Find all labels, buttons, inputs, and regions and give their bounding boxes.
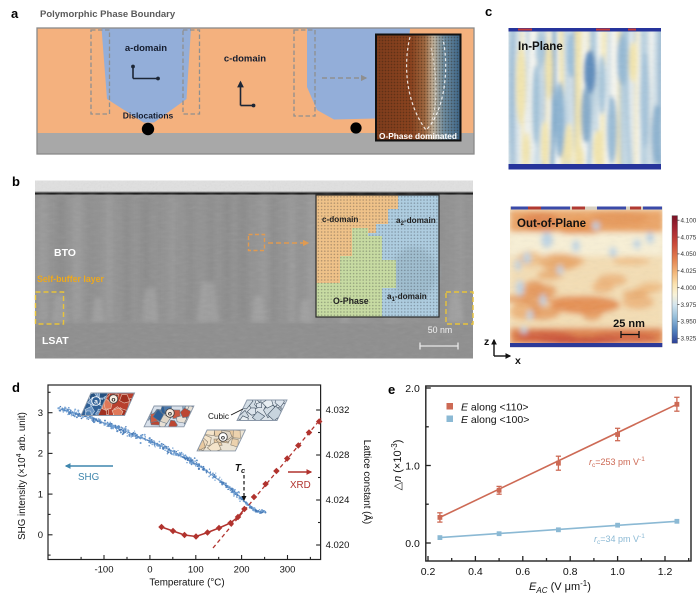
svg-text:1.0: 1.0 xyxy=(405,460,420,472)
svg-text:3.975: 3.975 xyxy=(681,302,697,309)
svg-text:a: a xyxy=(11,6,19,21)
svg-text:50 nm: 50 nm xyxy=(428,325,452,335)
svg-text:0.0: 0.0 xyxy=(405,538,420,550)
svg-text:o: o xyxy=(221,435,225,442)
svg-text:Temperature (°C): Temperature (°C) xyxy=(149,578,224,589)
svg-text:E along <100>: E along <100> xyxy=(461,414,529,426)
svg-text:0.2: 0.2 xyxy=(421,566,436,578)
svg-text:0.4: 0.4 xyxy=(468,566,483,578)
svg-text:2.0: 2.0 xyxy=(405,383,420,395)
svg-text:Lattice constant (Å): Lattice constant (Å) xyxy=(361,440,372,524)
svg-text:BTO: BTO xyxy=(54,247,76,259)
svg-text:Tc: Tc xyxy=(235,463,246,475)
svg-text:a-domain: a-domain xyxy=(125,43,167,54)
svg-text:4.024: 4.024 xyxy=(326,495,350,506)
svg-text:1.2: 1.2 xyxy=(658,566,673,578)
svg-text:3.925: 3.925 xyxy=(681,336,697,343)
svg-text:△n (×10-3): △n (×10-3) xyxy=(390,440,404,491)
svg-text:In-Plane: In-Plane xyxy=(518,41,563,53)
svg-text:E along <110>: E along <110> xyxy=(461,402,529,414)
svg-text:1.0: 1.0 xyxy=(610,566,625,578)
svg-text:o: o xyxy=(111,397,115,404)
svg-text:-100: -100 xyxy=(94,565,113,576)
svg-text:100: 100 xyxy=(188,565,204,576)
svg-text:25 nm: 25 nm xyxy=(613,318,645,330)
svg-text:0.6: 0.6 xyxy=(515,566,530,578)
svg-text:c-domain: c-domain xyxy=(322,215,358,224)
svg-text:a: a xyxy=(94,399,98,406)
svg-text:b: b xyxy=(12,174,20,189)
svg-text:0.8: 0.8 xyxy=(563,566,578,578)
svg-text:4.075: 4.075 xyxy=(681,234,697,241)
svg-text:e: e xyxy=(388,382,395,397)
svg-text:0: 0 xyxy=(147,565,152,576)
svg-text:3.950: 3.950 xyxy=(681,319,697,326)
svg-text:Out-of-Plane: Out-of-Plane xyxy=(517,218,586,230)
svg-text:4.000: 4.000 xyxy=(681,285,697,292)
svg-text:300: 300 xyxy=(280,565,296,576)
svg-text:SHG: SHG xyxy=(78,472,99,483)
svg-text:XRD: XRD xyxy=(290,480,311,491)
svg-text:d: d xyxy=(12,380,20,395)
svg-text:3: 3 xyxy=(38,408,43,419)
svg-text:4.020: 4.020 xyxy=(326,540,350,551)
svg-text:Dislocations: Dislocations xyxy=(123,111,174,121)
svg-text:1: 1 xyxy=(38,489,43,500)
svg-text:4.028: 4.028 xyxy=(326,450,350,461)
svg-text:o: o xyxy=(168,411,172,418)
svg-text:z: z xyxy=(484,336,489,348)
svg-text:4.100: 4.100 xyxy=(681,217,697,224)
svg-text:Cubic: Cubic xyxy=(208,412,229,421)
svg-text:rc=34 pm V-1: rc=34 pm V-1 xyxy=(594,533,645,546)
svg-text:LSAT: LSAT xyxy=(42,335,69,347)
svg-text:Self-buffer layer: Self-buffer layer xyxy=(37,274,105,284)
svg-text:2: 2 xyxy=(38,449,43,460)
svg-text:c: c xyxy=(485,4,492,19)
svg-text:x: x xyxy=(515,355,521,367)
svg-text:4.025: 4.025 xyxy=(681,268,697,275)
svg-text:200: 200 xyxy=(234,565,250,576)
svg-text:Polymorphic Phase Boundary: Polymorphic Phase Boundary xyxy=(40,9,176,20)
svg-text:a2-domain: a2-domain xyxy=(396,216,436,227)
svg-text:SHG intensity (×104 arb. unit): SHG intensity (×104 arb. unit) xyxy=(16,412,28,540)
svg-text:rc=253 pm V-1: rc=253 pm V-1 xyxy=(589,456,645,469)
svg-text:0: 0 xyxy=(38,530,43,541)
svg-text:c-domain: c-domain xyxy=(224,54,266,65)
svg-text:O-Phase: O-Phase xyxy=(333,296,369,306)
svg-text:4.050: 4.050 xyxy=(681,251,697,258)
svg-text:4.032: 4.032 xyxy=(326,405,350,416)
svg-text:O-Phase dominated: O-Phase dominated xyxy=(379,131,457,141)
svg-text:a1-domain: a1-domain xyxy=(387,292,427,303)
